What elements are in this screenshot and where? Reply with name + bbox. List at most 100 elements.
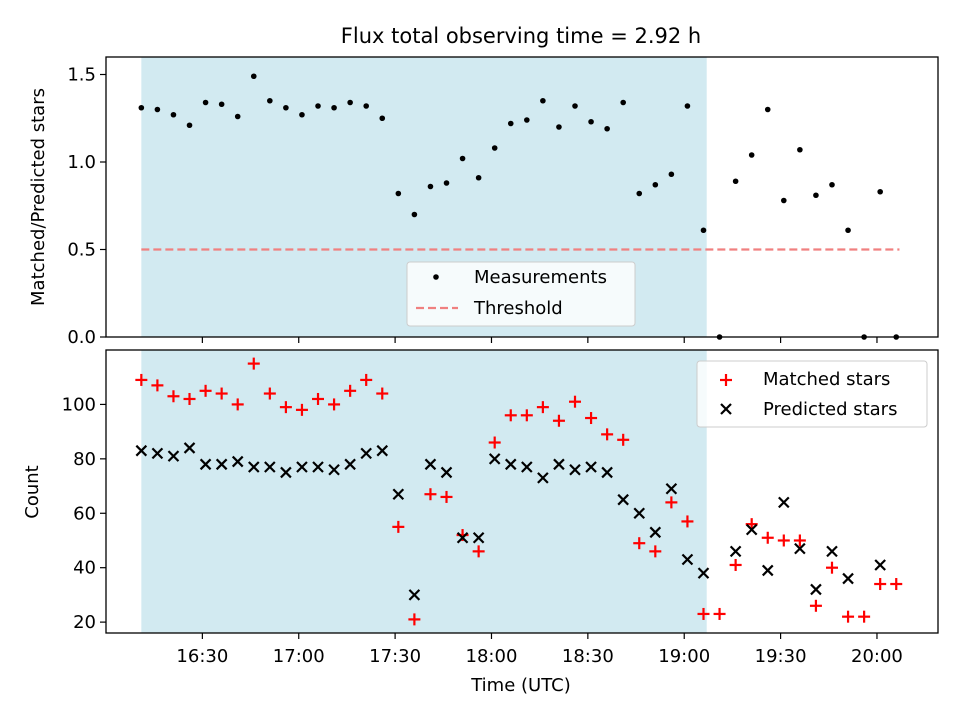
legend-marker-predicted [720, 403, 732, 415]
measurement-point [475, 174, 482, 181]
predicted-star-point [488, 453, 501, 465]
matched-star-point [392, 520, 405, 533]
matched-star-point [536, 401, 549, 414]
measurement-point [138, 104, 145, 111]
predicted-star-point [296, 461, 308, 473]
measurement-point [218, 101, 225, 108]
measurement-point [781, 197, 787, 204]
top-legend: Measurements Threshold [406, 261, 636, 327]
measurement-point [556, 124, 562, 130]
matched-star-point [215, 387, 228, 400]
matched-star-point [649, 545, 662, 558]
observing-span-shade [141, 350, 707, 633]
matched-star-point [279, 401, 292, 414]
matched-star-point [344, 384, 357, 397]
legend-marker-measurements [433, 274, 439, 280]
predicted-star-point [697, 567, 710, 579]
y-tick-label: 0.5 [67, 240, 96, 261]
measurement-point [845, 227, 851, 234]
measurement-point [732, 178, 739, 185]
predicted-star-point [312, 461, 324, 473]
predicted-star-point [456, 531, 469, 544]
matched-star-point [263, 387, 276, 400]
predicted-star-point [729, 545, 742, 558]
predicted-star-point [247, 461, 260, 473]
predicted-star-point [231, 455, 244, 468]
matched-star-point [842, 610, 855, 623]
matched-star-point [601, 428, 614, 441]
matched-star-point [424, 488, 437, 501]
matched-star-point [408, 613, 421, 626]
measurement-point [170, 111, 177, 118]
matched-star-point [135, 373, 148, 386]
matched-star-point [247, 357, 260, 370]
measurement-point [636, 190, 643, 197]
matched-star-point [809, 599, 822, 612]
predicted-star-point [472, 531, 485, 544]
predicted-star-point [280, 466, 292, 479]
bottom-plot-frame [105, 349, 939, 634]
y-tick-label: 60 [73, 503, 96, 524]
predicted-star-point [135, 444, 148, 457]
predicted-star-point [585, 461, 597, 473]
matched-star-point [488, 436, 501, 449]
bottom-y-axis-label: Count [22, 465, 43, 518]
matched-star-point [376, 387, 389, 400]
x-tick-label: 20:00 [851, 646, 903, 667]
legend-label-threshold: Threshold [473, 298, 563, 319]
x-axis-label: Time (UTC) [470, 675, 571, 696]
matched-star-point [151, 379, 164, 392]
bottom-legend: Matched stars Predicted stars [696, 360, 928, 428]
measurement-point [507, 120, 514, 127]
measurement-point [588, 118, 594, 125]
measurement-point [797, 146, 803, 153]
predicted-star-point [521, 461, 533, 473]
predicted-star-point [392, 488, 405, 500]
measurement-point [572, 103, 578, 109]
measurement-point [652, 181, 659, 188]
y-tick-label: 40 [73, 558, 96, 579]
x-tick-label: 18:30 [562, 646, 614, 667]
predicted-star-point [745, 523, 758, 536]
predicted-star-point [681, 553, 694, 566]
predicted-star-point [665, 483, 678, 495]
measurement-point [668, 171, 675, 178]
top-panel: 0.0 0.5 1.0 1.5 Matched/Predicted stars Mea… [28, 56, 939, 348]
predicted-star-point [842, 572, 854, 585]
predicted-star-point [199, 458, 212, 471]
legend-label-matched: Matched stars [763, 369, 890, 390]
predicted-star-point [778, 496, 790, 509]
matched-star-point [777, 534, 790, 547]
matched-star-point [713, 607, 726, 620]
matched-star-point [665, 496, 678, 509]
measurement-point [395, 190, 402, 197]
y-tick-label: 100 [62, 394, 96, 415]
predicted-star-point [344, 458, 356, 471]
predicted-star-point [167, 450, 180, 462]
predicted-star-point [504, 458, 517, 471]
x-tick-label: 19:00 [658, 646, 710, 667]
predicted-star-point [537, 472, 549, 484]
predicted-star-point [408, 589, 421, 601]
predicted-star-point [617, 493, 629, 506]
matched-star-point [569, 395, 582, 408]
measurement-point [411, 211, 418, 218]
predicted-star-point [264, 461, 276, 473]
matched-star-point [793, 534, 806, 547]
matched-star-point [761, 531, 774, 544]
measurement-point [700, 227, 707, 234]
measurement-point [524, 117, 530, 123]
matched-star-point [552, 414, 565, 427]
matched-star-point [874, 578, 887, 591]
measurement-point [202, 99, 209, 106]
measurement-point [283, 104, 289, 111]
predicted-star-point [810, 583, 822, 596]
measurement-point [764, 106, 771, 113]
measurement-point [234, 113, 241, 120]
measurement-point [250, 73, 257, 80]
x-tick-label: 19:30 [755, 646, 807, 667]
predicted-star-point [633, 507, 646, 520]
matched-star-point [199, 384, 212, 397]
bottom-panel: 20 40 60 80 100 16:30 17:00 17:30 18:00 18:30 19:… [22, 349, 939, 696]
matched-star-point [167, 390, 180, 403]
